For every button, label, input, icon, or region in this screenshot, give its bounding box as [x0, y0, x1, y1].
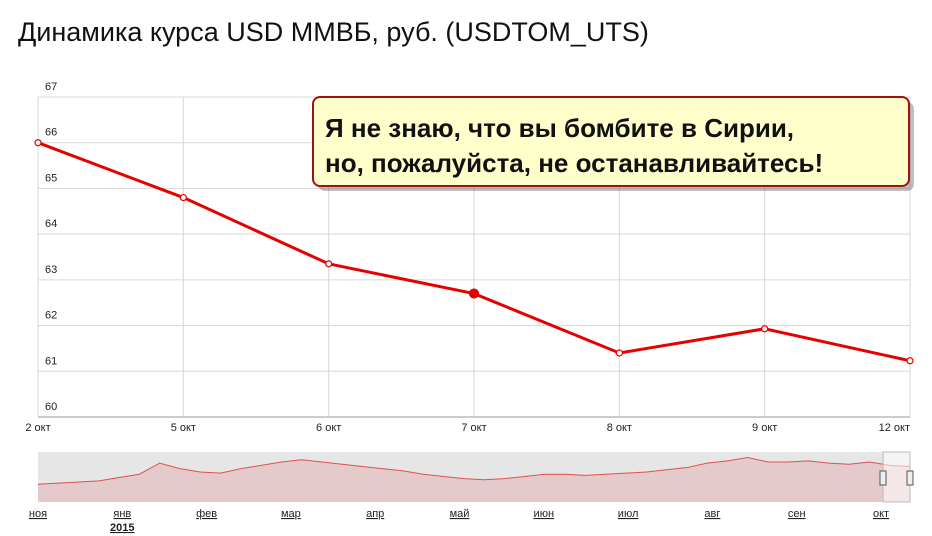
data-point — [34, 139, 42, 147]
data-point — [468, 288, 480, 299]
chart-title: Динамика курса USD ММВБ, руб. (USDTOM_UT… — [18, 17, 649, 47]
navigator-line — [37, 457, 911, 485]
navigator-year: 2015 — [110, 522, 134, 534]
navigator-selection — [882, 451, 911, 503]
navigator-label: ноя — [29, 508, 47, 520]
x-tick-label: 6 окт — [316, 422, 341, 434]
y-tick-label: 64 — [45, 218, 57, 230]
x-tick-label: 7 окт — [461, 422, 486, 434]
data-point — [615, 349, 623, 357]
y-tick-label: 65 — [45, 172, 57, 184]
x-tick-label: 9 окт — [752, 422, 777, 434]
y-tick-label: 61 — [45, 355, 57, 367]
x-tick-label: 12 окт — [879, 422, 910, 434]
y-tick-label: 63 — [45, 264, 57, 276]
data-point — [325, 260, 333, 268]
y-tick-label: 66 — [45, 127, 57, 139]
navigator-label: авг — [704, 508, 720, 520]
navigator-area — [38, 457, 910, 502]
data-point — [906, 357, 914, 365]
navigator-bg — [38, 452, 910, 502]
navigator-label: окт — [873, 508, 889, 520]
navigator-label: фев — [196, 508, 217, 520]
navigator-label: мар — [281, 508, 301, 520]
navigator-label: янв — [113, 508, 131, 520]
data-point — [761, 325, 769, 333]
annotation-box — [312, 96, 910, 187]
y-tick-label: 67 — [45, 81, 57, 93]
annotation-text: Я не знаю, что вы бомбите в Сирии, — [325, 113, 794, 143]
x-tick-label: 5 окт — [171, 422, 196, 434]
annotation-text: но, пожалуйста, не останавливайтесь! — [325, 148, 823, 178]
y-tick-label: 62 — [45, 310, 57, 322]
navigator-label: май — [450, 508, 470, 520]
navigator-label: сен — [788, 508, 806, 520]
x-tick-label: 8 окт — [607, 422, 632, 434]
x-tick-label: 2 окт — [25, 422, 50, 434]
navigator-label: июл — [618, 508, 639, 520]
navigator-handle[interactable] — [879, 470, 887, 486]
navigator-handle[interactable] — [906, 470, 914, 486]
navigator-label: июн — [534, 508, 554, 520]
navigator-label: апр — [366, 508, 384, 520]
data-point — [179, 193, 187, 202]
y-tick-label: 60 — [45, 401, 57, 413]
